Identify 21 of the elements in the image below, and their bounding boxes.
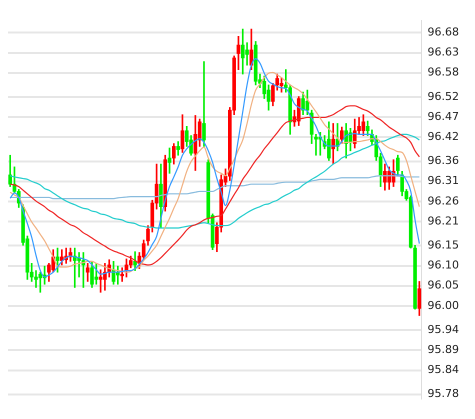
y-tick-label: 96.36 (428, 154, 460, 168)
y-tick-label: 95.94 (428, 322, 460, 336)
y-tick-label: 96.31 (428, 174, 460, 188)
candlestick (202, 61, 206, 147)
y-tick-label: 96.21 (428, 214, 460, 228)
y-tick-label: 96.42 (428, 130, 460, 144)
y-tick-label: 96.52 (428, 90, 460, 103)
y-tick-label: 96.00 (428, 298, 460, 312)
y-tick-label: 96.05 (428, 278, 460, 292)
y-tick-label: 96.58 (428, 66, 460, 79)
y-tick-label: 96.63 (428, 46, 460, 59)
y-tick-label: 96.47 (428, 110, 460, 123)
y-tick-label: 96.10 (428, 258, 460, 272)
candlestick (245, 42, 249, 66)
candlestick (168, 148, 172, 174)
y-tick-label: 95.78 (428, 387, 460, 400)
y-tick-label: 96.68 (428, 26, 460, 39)
y-tick-label: 96.15 (428, 238, 460, 252)
y-tick-label: 96.26 (428, 194, 460, 208)
y-tick-label: 95.84 (428, 363, 460, 376)
y-tick-label: 95.89 (428, 343, 460, 356)
